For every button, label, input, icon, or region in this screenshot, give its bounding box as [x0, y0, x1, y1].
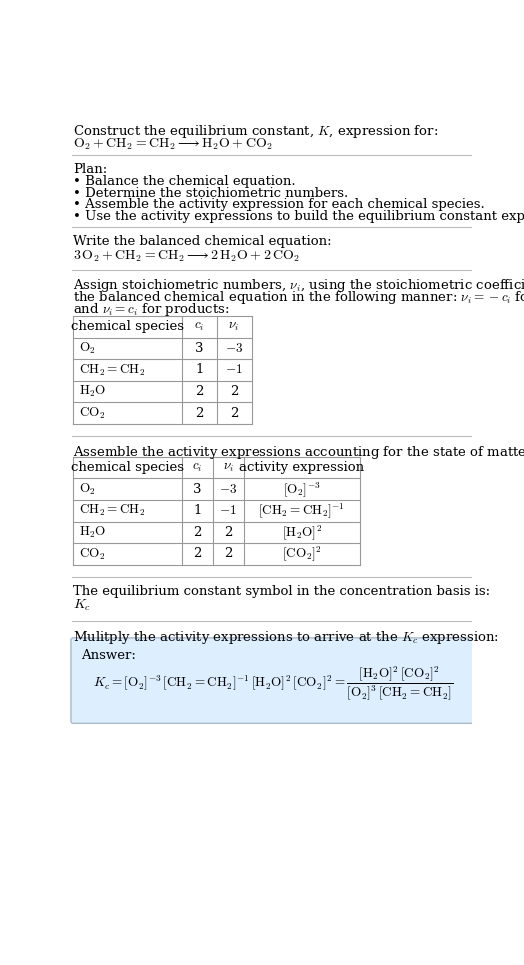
Text: $\mathrm{CO_2}$: $\mathrm{CO_2}$ [80, 405, 106, 421]
Text: Assign stoichiometric numbers, $\nu_i$, using the stoichiometric coefficients, $: Assign stoichiometric numbers, $\nu_i$, … [73, 278, 524, 294]
Text: $c_i$: $c_i$ [192, 461, 202, 474]
Text: 2: 2 [230, 406, 238, 420]
Text: 2: 2 [224, 547, 233, 561]
Text: 2: 2 [195, 406, 203, 420]
Text: $\mathrm{H_2O}$: $\mathrm{H_2O}$ [80, 384, 107, 400]
Text: $-3$: $-3$ [219, 482, 237, 496]
Text: Answer:: Answer: [81, 649, 136, 662]
Text: $-1$: $-1$ [220, 505, 237, 517]
Text: The equilibrium constant symbol in the concentration basis is:: The equilibrium constant symbol in the c… [73, 585, 490, 597]
Text: Write the balanced chemical equation:: Write the balanced chemical equation: [73, 235, 332, 248]
Text: 3: 3 [193, 482, 202, 496]
Text: $\nu_i$: $\nu_i$ [223, 461, 234, 474]
Text: • Determine the stoichiometric numbers.: • Determine the stoichiometric numbers. [73, 186, 348, 200]
Text: 3: 3 [195, 342, 203, 355]
Text: 2: 2 [224, 526, 233, 538]
Text: $\mathrm{H_2O}$: $\mathrm{H_2O}$ [80, 525, 107, 540]
Text: $[\mathrm{O_2}]^{-3}$: $[\mathrm{O_2}]^{-3}$ [283, 480, 321, 499]
Text: chemical species: chemical species [71, 320, 184, 333]
Text: • Use the activity expressions to build the equilibrium constant expression.: • Use the activity expressions to build … [73, 209, 524, 223]
Text: chemical species: chemical species [71, 461, 184, 474]
Text: the balanced chemical equation in the following manner: $\nu_i = -c_i$ for react: the balanced chemical equation in the fo… [73, 290, 524, 306]
Text: $\mathrm{CO_2}$: $\mathrm{CO_2}$ [80, 546, 106, 562]
Text: $K_c$: $K_c$ [73, 598, 91, 613]
Text: $[\mathrm{H_2O}]^{2}$: $[\mathrm{H_2O}]^{2}$ [282, 523, 322, 541]
Text: 2: 2 [195, 385, 203, 398]
Text: Plan:: Plan: [73, 163, 107, 176]
Text: $\mathrm{O_2}$: $\mathrm{O_2}$ [80, 482, 96, 497]
Text: $c_i$: $c_i$ [194, 320, 204, 333]
Text: $\mathrm{O_2 + CH_2{=}CH_2 \longrightarrow H_2O + CO_2}$: $\mathrm{O_2 + CH_2{=}CH_2 \longrightarr… [73, 137, 273, 152]
Text: • Balance the chemical equation.: • Balance the chemical equation. [73, 175, 296, 188]
FancyBboxPatch shape [71, 638, 474, 724]
Text: $\mathrm{O_2}$: $\mathrm{O_2}$ [80, 341, 96, 356]
Text: $\mathrm{CH_2{=}CH_2}$: $\mathrm{CH_2{=}CH_2}$ [80, 362, 146, 377]
Text: 2: 2 [230, 385, 238, 398]
Text: 1: 1 [195, 364, 203, 376]
Text: activity expression: activity expression [239, 461, 364, 474]
Text: and $\nu_i = c_i$ for products:: and $\nu_i = c_i$ for products: [73, 301, 230, 317]
Text: $[\mathrm{CO_2}]^{2}$: $[\mathrm{CO_2}]^{2}$ [282, 544, 322, 564]
Text: $-1$: $-1$ [225, 364, 243, 376]
Text: • Assemble the activity expression for each chemical species.: • Assemble the activity expression for e… [73, 198, 485, 211]
Text: $\mathrm{CH_2{=}CH_2}$: $\mathrm{CH_2{=}CH_2}$ [80, 503, 146, 518]
Text: 2: 2 [193, 526, 201, 538]
Text: 1: 1 [193, 505, 201, 517]
Text: Mulitply the activity expressions to arrive at the $K_c$ expression:: Mulitply the activity expressions to arr… [73, 628, 499, 646]
Text: $-3$: $-3$ [225, 342, 243, 355]
Text: $\nu_i$: $\nu_i$ [228, 320, 239, 333]
Text: $K_c = [\mathrm{O_2}]^{-3}\,[\mathrm{CH_2{=}CH_2}]^{-1}\,[\mathrm{H_2O}]^{2}\,[\: $K_c = [\mathrm{O_2}]^{-3}\,[\mathrm{CH_… [93, 665, 453, 703]
Text: 2: 2 [193, 547, 201, 561]
Text: Assemble the activity expressions accounting for the state of matter and $\nu_i$: Assemble the activity expressions accoun… [73, 444, 524, 461]
Text: $\mathrm{3\,O_2 + CH_2{=}CH_2 \longrightarrow 2\,H_2O + 2\,CO_2}$: $\mathrm{3\,O_2 + CH_2{=}CH_2 \longright… [73, 248, 300, 263]
Text: Construct the equilibrium constant, $K$, expression for:: Construct the equilibrium constant, $K$,… [73, 124, 439, 141]
Text: $[\mathrm{CH_2{=}CH_2}]^{-1}$: $[\mathrm{CH_2{=}CH_2}]^{-1}$ [258, 502, 345, 520]
